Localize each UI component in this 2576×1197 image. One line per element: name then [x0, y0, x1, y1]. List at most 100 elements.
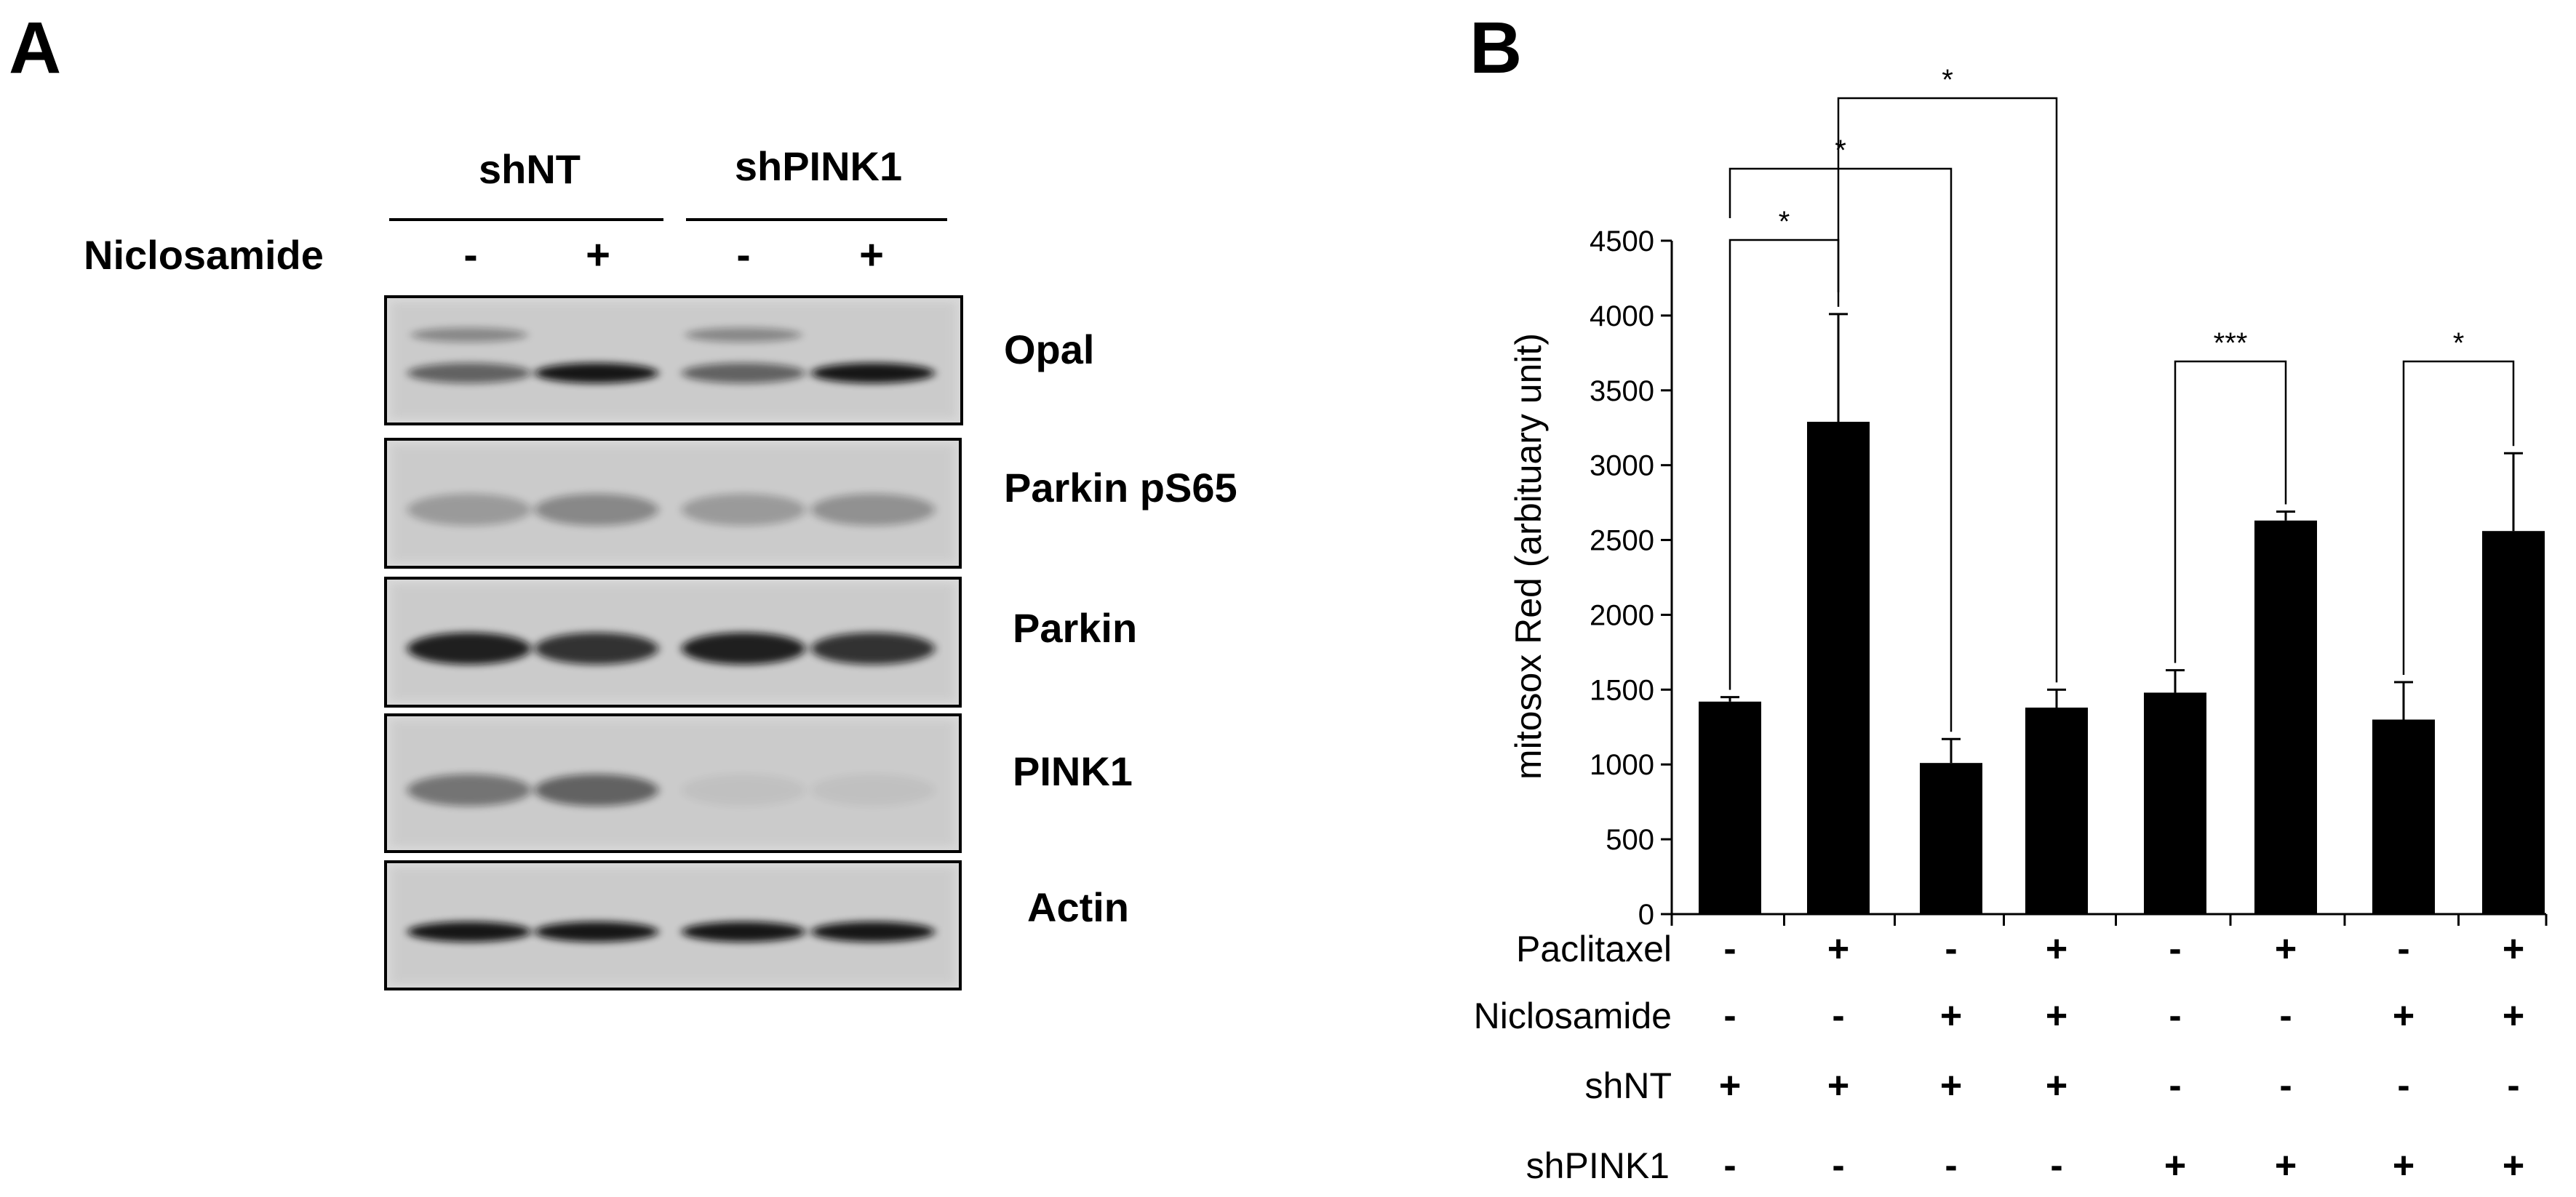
blot-band — [811, 363, 935, 383]
y-tick-label: 3000 — [1590, 450, 1654, 482]
blot-band — [535, 363, 658, 383]
condition-sign: + — [1827, 928, 1849, 970]
bar — [2372, 719, 2435, 914]
condition-sign: + — [2393, 1145, 2414, 1187]
condition-sign: + — [2275, 928, 2297, 970]
blot-band — [682, 921, 805, 942]
blot-band — [407, 774, 531, 806]
group-label-shpink1: shPINK1 — [735, 143, 902, 189]
condition-sign: + — [2046, 1065, 2067, 1107]
lane-sign: - — [736, 231, 750, 279]
blot-pink1: PINK1 — [384, 713, 1133, 853]
treatment-label-niclosamide: Niclosamide — [84, 232, 324, 278]
significance-mark: * — [1942, 64, 1953, 96]
y-tick-label: 2500 — [1590, 525, 1654, 557]
significance-bracket — [2174, 360, 2287, 663]
panel-a-western-blot: A shNT shPINK1 Niclosamide - + - + Opal P… — [9, 7, 1237, 990]
condition-sign: - — [2169, 995, 2181, 1037]
blot-panels: Opal Parkin pS65 Parkin PINK1 Actin — [384, 295, 1237, 990]
y-axis-label: mitosox Red (arbituary unit) — [1508, 333, 1549, 780]
condition-sign: - — [2169, 1065, 2181, 1107]
condition-sign: - — [1832, 995, 1844, 1037]
condition-label: Paclitaxel — [1516, 929, 1672, 969]
condition-label: Niclosamide — [1474, 996, 1672, 1036]
lane-sign: + — [586, 231, 610, 279]
blot-haze — [391, 303, 956, 418]
condition-sign: + — [2046, 928, 2067, 970]
bar — [2144, 692, 2206, 914]
condition-sign: + — [2275, 1145, 2297, 1187]
blot-band — [811, 493, 935, 526]
blot-band — [811, 774, 935, 806]
blot-frame — [384, 713, 962, 853]
blot-frame — [384, 438, 962, 569]
blot-frame — [384, 295, 963, 425]
blot-label: PINK1 — [1013, 748, 1133, 794]
significance-bracket — [2402, 360, 2515, 676]
significance-mark: * — [2453, 327, 2465, 359]
condition-sign: - — [1723, 1145, 1736, 1187]
condition-sign: + — [2164, 1145, 2186, 1187]
blot-label: Parkin — [1013, 605, 1137, 651]
condition-sign: - — [2279, 1065, 2292, 1107]
significance-mark: * — [1835, 135, 1846, 167]
condition-label: shNT — [1585, 1065, 1672, 1106]
blot-band — [535, 774, 658, 806]
blot-parkin-ps65: Parkin pS65 — [384, 438, 1237, 569]
condition-sign: + — [1940, 1065, 1962, 1107]
significance-mark: *** — [2214, 327, 2248, 359]
blot-band — [535, 921, 658, 942]
bar — [1699, 701, 1761, 914]
blot-band — [811, 632, 935, 665]
bar — [1807, 421, 1870, 914]
y-tick-label: 1500 — [1590, 674, 1654, 706]
panel-b-label: B — [1470, 7, 1522, 89]
condition-sign: + — [2393, 995, 2414, 1037]
bar — [1920, 763, 1982, 914]
blot-parkin: Parkin — [384, 577, 1137, 708]
blot-band — [682, 493, 805, 526]
condition-sign: - — [1723, 928, 1736, 970]
blot-band-upper — [685, 327, 802, 343]
condition-sign: + — [1719, 1065, 1741, 1107]
condition-sign: + — [1827, 1065, 1849, 1107]
lane-sign: - — [463, 231, 477, 279]
condition-sign: - — [2397, 1065, 2409, 1107]
condition-sign: + — [2503, 1145, 2524, 1187]
y-tick-label: 4000 — [1590, 300, 1654, 332]
lane-sign: + — [859, 231, 884, 279]
condition-sign: + — [2503, 928, 2524, 970]
bar — [2025, 708, 2088, 914]
bar — [2482, 531, 2545, 914]
condition-label: shPINK1 — [1526, 1145, 1670, 1186]
condition-sign: + — [1940, 995, 1962, 1037]
y-tick-label: 500 — [1606, 824, 1654, 856]
condition-sign: - — [2397, 928, 2409, 970]
blot-band — [682, 774, 805, 806]
y-tick-label: 2000 — [1590, 599, 1654, 631]
condition-sign: + — [2046, 995, 2067, 1037]
blot-band — [407, 921, 531, 942]
blot-actin: Actin — [384, 860, 1129, 990]
y-tick-label: 3500 — [1590, 375, 1654, 407]
blot-frame — [384, 577, 962, 708]
blot-frame — [384, 860, 962, 990]
blot-band — [535, 632, 658, 665]
condition-sign: - — [2279, 995, 2292, 1037]
condition-sign: - — [1832, 1145, 1844, 1187]
blot-band — [682, 632, 805, 665]
significance-mark: * — [1779, 206, 1790, 238]
blot-label: Parkin pS65 — [1004, 465, 1237, 511]
blot-label: Opal — [1004, 327, 1094, 372]
condition-sign: - — [2169, 928, 2181, 970]
blot-label: Actin — [1027, 884, 1129, 930]
blot-band — [811, 921, 935, 942]
y-tick-label: 0 — [1638, 899, 1654, 931]
y-tick-label: 1000 — [1590, 749, 1654, 781]
blot-band-upper — [411, 327, 527, 343]
condition-sign: - — [2507, 1065, 2519, 1107]
y-tick-label: 4500 — [1590, 225, 1654, 257]
blot-band — [407, 363, 531, 383]
bar — [2254, 520, 2317, 914]
condition-sign: - — [1945, 928, 1957, 970]
